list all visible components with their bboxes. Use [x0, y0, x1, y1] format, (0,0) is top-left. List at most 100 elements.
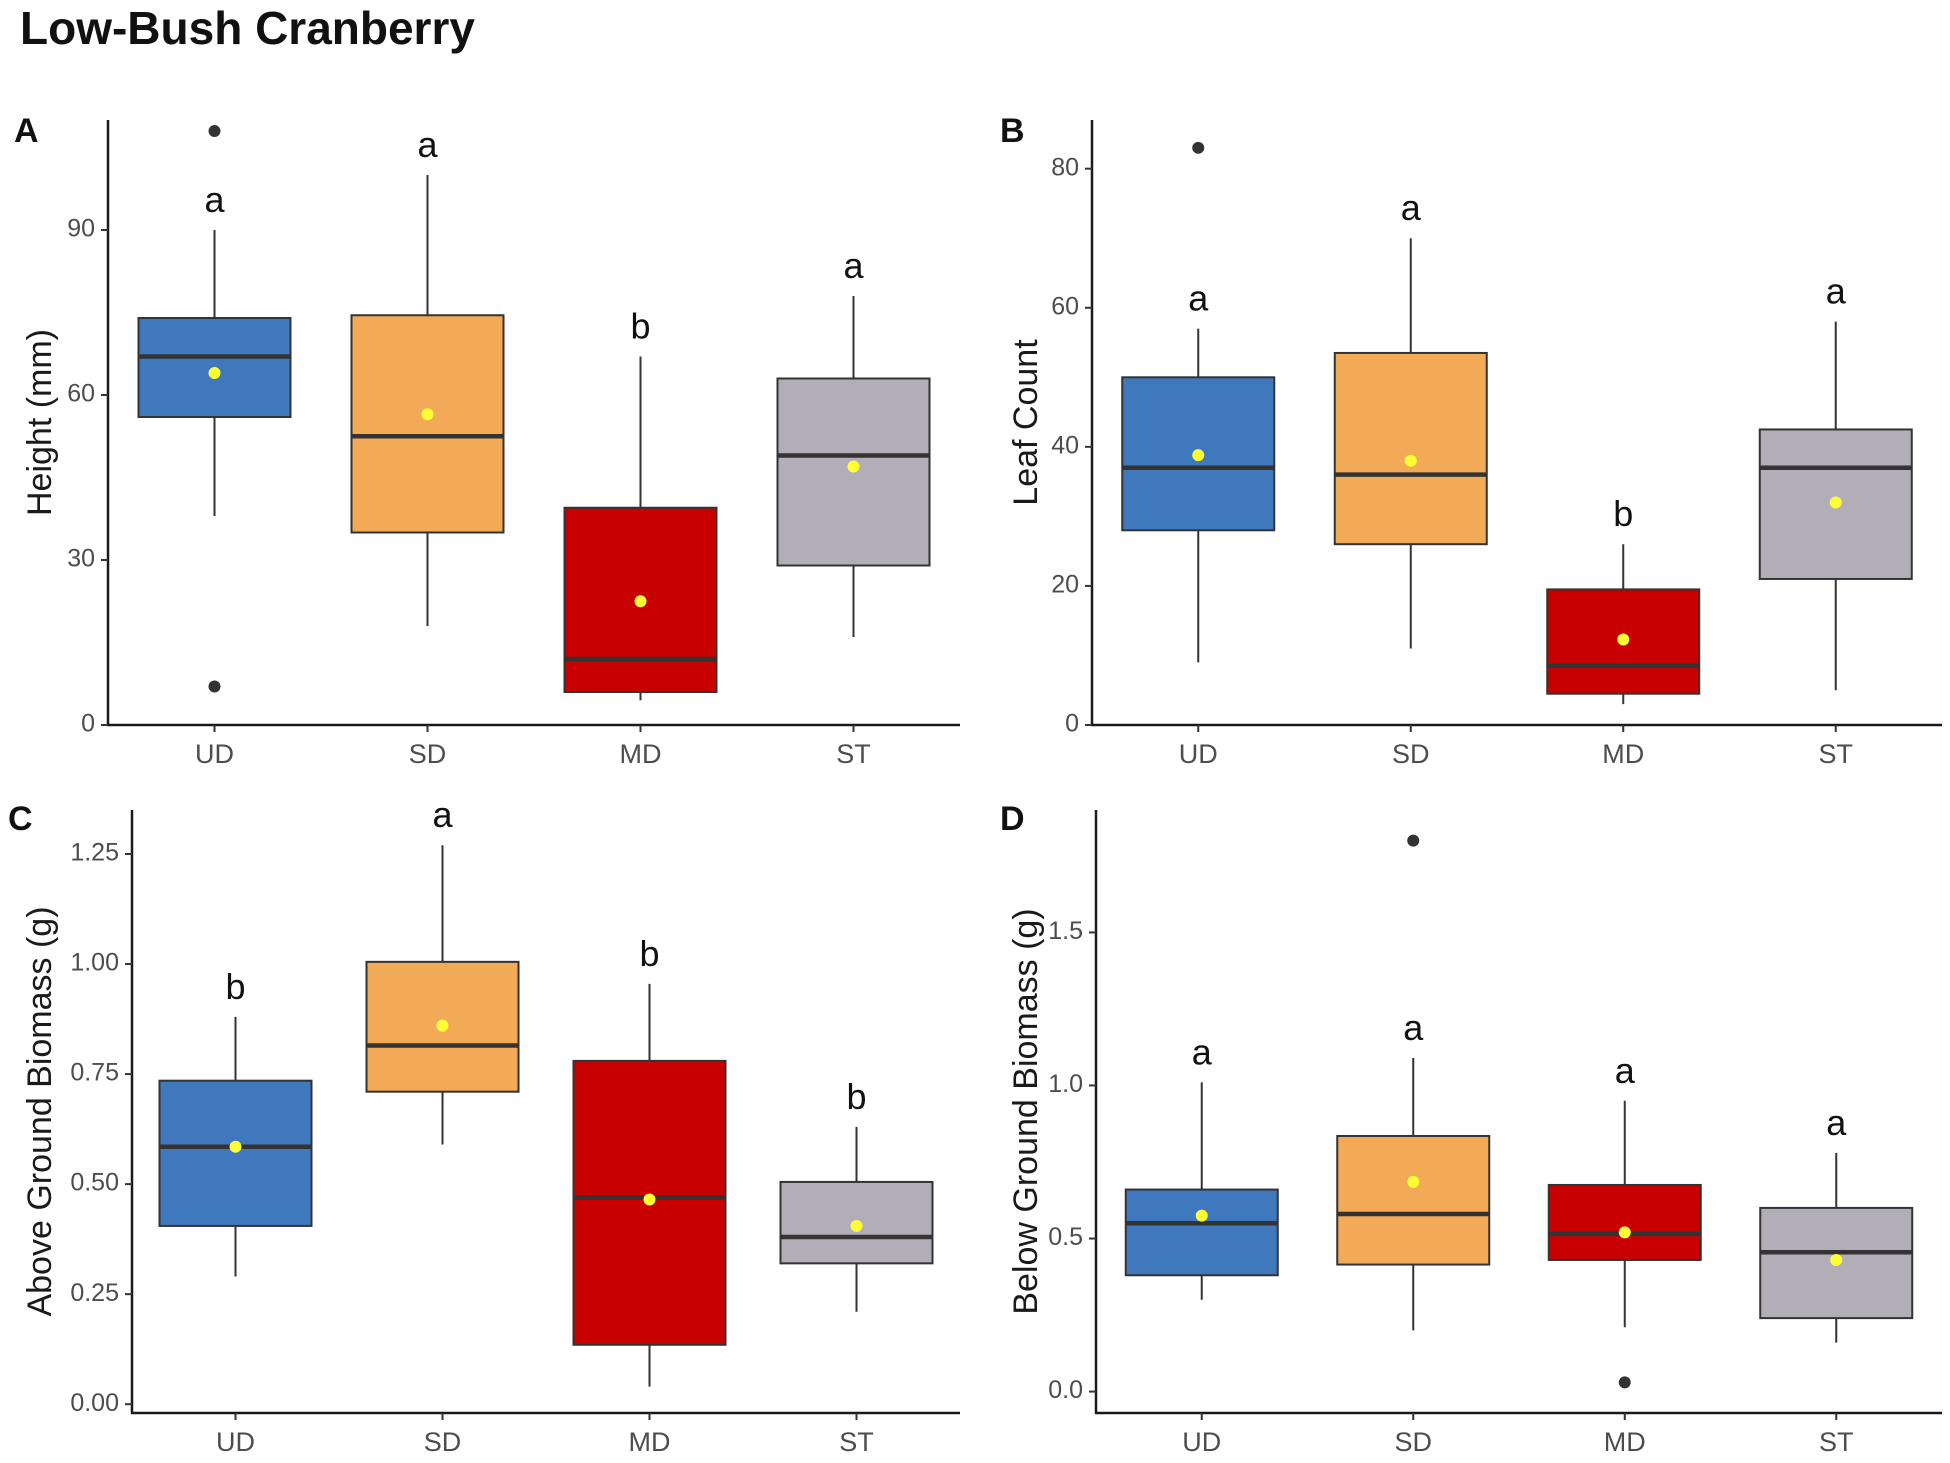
y-tick-label: 1.25: [70, 839, 119, 867]
outlier-point: [1192, 141, 1205, 154]
panel-letter: A: [14, 112, 39, 150]
significance-letter: b: [225, 966, 245, 1007]
iqr-box: [1124, 1188, 1279, 1277]
mean-point: [1830, 1253, 1843, 1266]
outlier-point: [208, 680, 221, 693]
significance-letter: a: [843, 245, 864, 286]
x-tick-label: ST: [836, 739, 871, 769]
significance-letter: a: [432, 794, 453, 835]
mean-point: [229, 1140, 242, 1153]
y-tick-label: 90: [67, 215, 95, 243]
iqr-box: [1336, 1134, 1491, 1266]
y-tick-label: 0: [1065, 710, 1079, 738]
mean-point: [436, 1019, 449, 1032]
mean-point: [1407, 1175, 1420, 1188]
x-tick-label: SD: [1392, 739, 1430, 769]
mean-point: [1404, 454, 1417, 467]
iqr-box: [1333, 351, 1488, 546]
box-st: a: [1759, 1102, 1914, 1343]
box-md: b: [572, 933, 727, 1387]
mean-point: [1617, 633, 1630, 646]
box-sd: a: [365, 794, 520, 1145]
box-ud: b: [158, 966, 313, 1277]
box-md: b: [563, 306, 718, 701]
mean-point: [1618, 1226, 1631, 1239]
x-tick-label: ST: [1818, 739, 1853, 769]
figure-title: Low-Bush Cranberry: [20, 2, 475, 54]
x-tick-label: ST: [839, 1427, 874, 1457]
panel-a: A Height (mm) 0 30 60 90 UD a SD a MD b ST a: [14, 112, 960, 769]
y-axis-title: Height (mm): [21, 329, 59, 516]
significance-letter: a: [1826, 1102, 1847, 1143]
significance-letter: b: [1613, 493, 1633, 534]
box-st: a: [1758, 271, 1913, 691]
significance-letter: a: [1403, 1007, 1424, 1048]
significance-letter: a: [1192, 1031, 1213, 1072]
x-tick-label: SD: [409, 739, 447, 769]
y-tick-label: 0.00: [70, 1389, 119, 1417]
box-md: a: [1547, 1050, 1702, 1389]
significance-letter: a: [1826, 271, 1847, 312]
panel-letter: D: [1000, 800, 1025, 838]
box-sd: a: [350, 124, 505, 626]
significance-letter: a: [1188, 278, 1209, 319]
mean-point: [847, 460, 860, 473]
y-tick-label: 60: [67, 380, 95, 408]
x-tick-label: SD: [424, 1427, 462, 1457]
significance-letter: b: [639, 933, 659, 974]
x-tick-label: UD: [1179, 739, 1218, 769]
x-tick-label: UD: [216, 1427, 255, 1457]
significance-letter: a: [204, 179, 225, 220]
iqr-box: [158, 1079, 313, 1227]
panel-letter: C: [8, 800, 33, 838]
box-ud: a: [137, 125, 292, 693]
x-tick-label: SD: [1394, 1427, 1432, 1457]
y-tick-label: 30: [67, 545, 95, 573]
y-tick-label: 1.00: [70, 949, 119, 977]
significance-letter: b: [846, 1076, 866, 1117]
y-tick-label: 0: [81, 710, 95, 738]
x-tick-label: MD: [629, 1427, 671, 1457]
box-st: a: [776, 245, 931, 637]
box-sd: a: [1336, 834, 1491, 1331]
y-tick-label: 0.0: [1048, 1376, 1083, 1404]
mean-point: [208, 367, 221, 379]
box-ud: a: [1124, 1031, 1279, 1300]
x-tick-label: MD: [1604, 1427, 1646, 1457]
box-ud: a: [1121, 141, 1276, 663]
x-tick-label: ST: [1819, 1427, 1854, 1457]
y-tick-label: 1.0: [1048, 1070, 1083, 1098]
y-tick-label: 0.5: [1048, 1223, 1083, 1251]
panel-b: B Leaf Count 0 20 40 60 80 UD a SD a MD b ST a: [1000, 112, 1942, 769]
panel-letter: B: [1000, 112, 1025, 150]
x-tick-label: MD: [1602, 739, 1644, 769]
y-tick-label: 0.50: [70, 1169, 119, 1197]
y-tick-label: 0.25: [70, 1279, 119, 1307]
y-tick-label: 20: [1051, 571, 1079, 599]
significance-letter: b: [630, 306, 650, 347]
mean-point: [643, 1193, 656, 1206]
x-tick-label: UD: [1182, 1427, 1221, 1457]
significance-letter: a: [417, 124, 438, 165]
box-st: b: [779, 1076, 934, 1312]
box-md: b: [1546, 493, 1701, 705]
mean-point: [1829, 496, 1842, 509]
mean-point: [421, 408, 434, 421]
y-tick-label: 80: [1051, 153, 1079, 181]
panels: A Height (mm) 0 30 60 90 UD a SD a MD b ST a B Leaf Cou…: [8, 112, 1942, 1457]
mean-point: [850, 1219, 863, 1232]
y-axis-title: Above Ground Biomass (g): [21, 906, 59, 1316]
iqr-box: [350, 314, 505, 534]
significance-letter: a: [1401, 187, 1422, 228]
outlier-point: [1618, 1376, 1631, 1389]
y-tick-label: 1.5: [1048, 917, 1083, 945]
x-tick-label: UD: [195, 739, 234, 769]
y-tick-label: 40: [1051, 431, 1079, 459]
y-tick-label: 0.75: [70, 1059, 119, 1087]
significance-letter: a: [1615, 1050, 1636, 1091]
mean-point: [1192, 449, 1205, 462]
iqr-box: [1547, 1183, 1702, 1261]
panel-c: C Above Ground Biomass (g) 0.00 0.25 0.50 0.7…: [8, 794, 960, 1457]
mean-point: [1195, 1209, 1208, 1222]
